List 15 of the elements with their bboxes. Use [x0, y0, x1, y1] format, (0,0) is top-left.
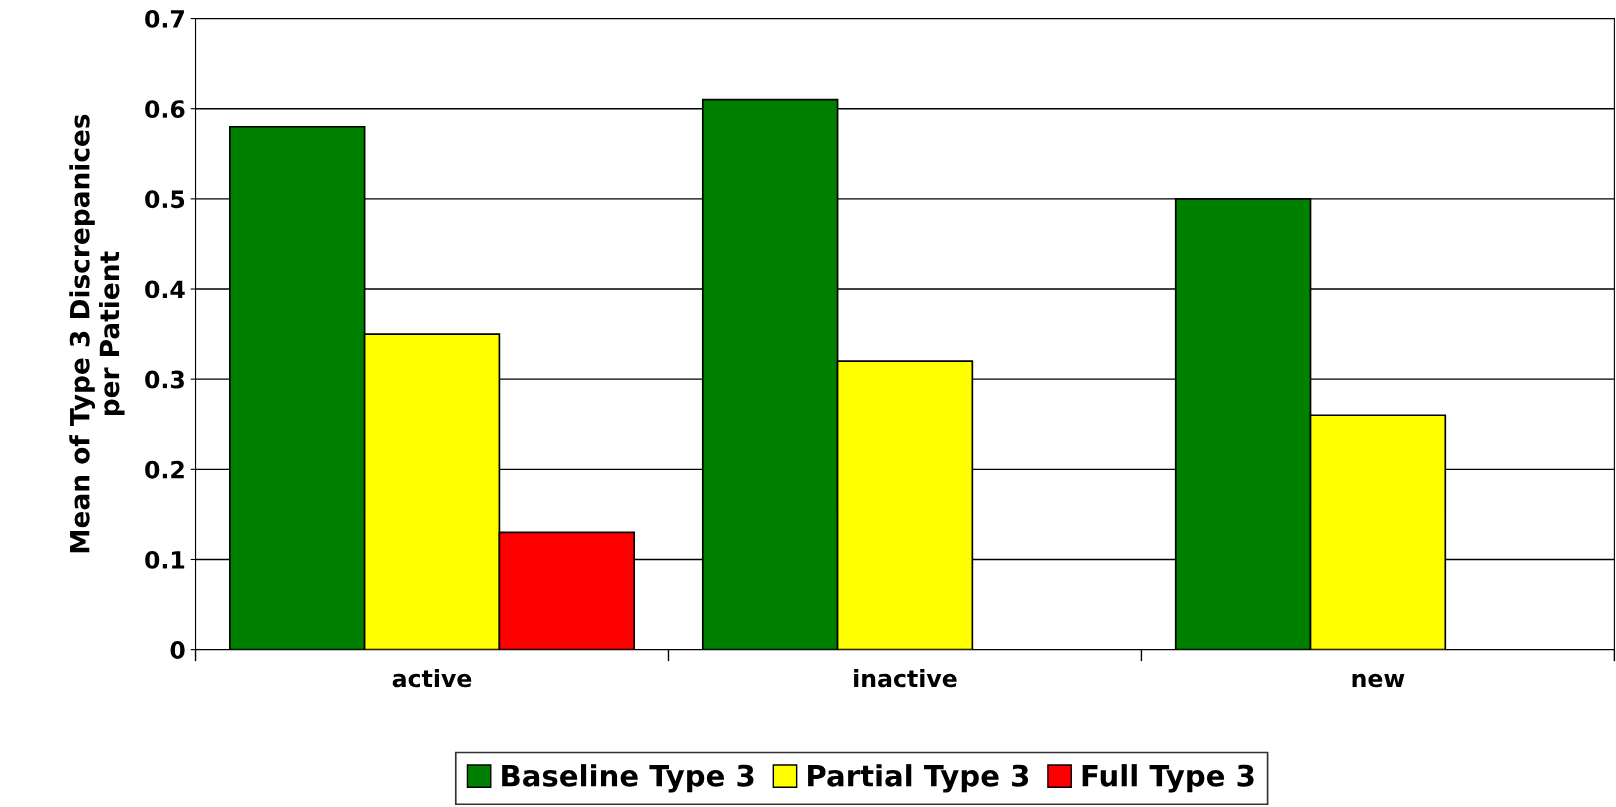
y-tick-label: 0.7: [145, 10, 184, 28]
legend-label: Full Type 3: [1082, 764, 1254, 793]
y-tick-label: 0.1: [145, 550, 185, 569]
x-tick-label: inactive: [854, 669, 957, 688]
x-tick-label: new: [1352, 673, 1405, 688]
y-axis-title: Mean of Type 3 Discrepanices per Patient: [69, 114, 125, 553]
y-tick-label: 0: [170, 641, 185, 659]
y-tick-label: 0.3: [145, 370, 184, 389]
y-tick-label: 0.4: [145, 280, 185, 299]
y-tick-label: 0.2: [145, 460, 184, 479]
y-tick-label: 0.6: [145, 100, 185, 119]
y-tick-label: 0.5: [145, 190, 185, 209]
legend-label: Baseline Type 3: [502, 764, 754, 793]
legend-label: Partial Type 3: [808, 764, 1029, 793]
x-tick-label: active: [392, 669, 472, 688]
